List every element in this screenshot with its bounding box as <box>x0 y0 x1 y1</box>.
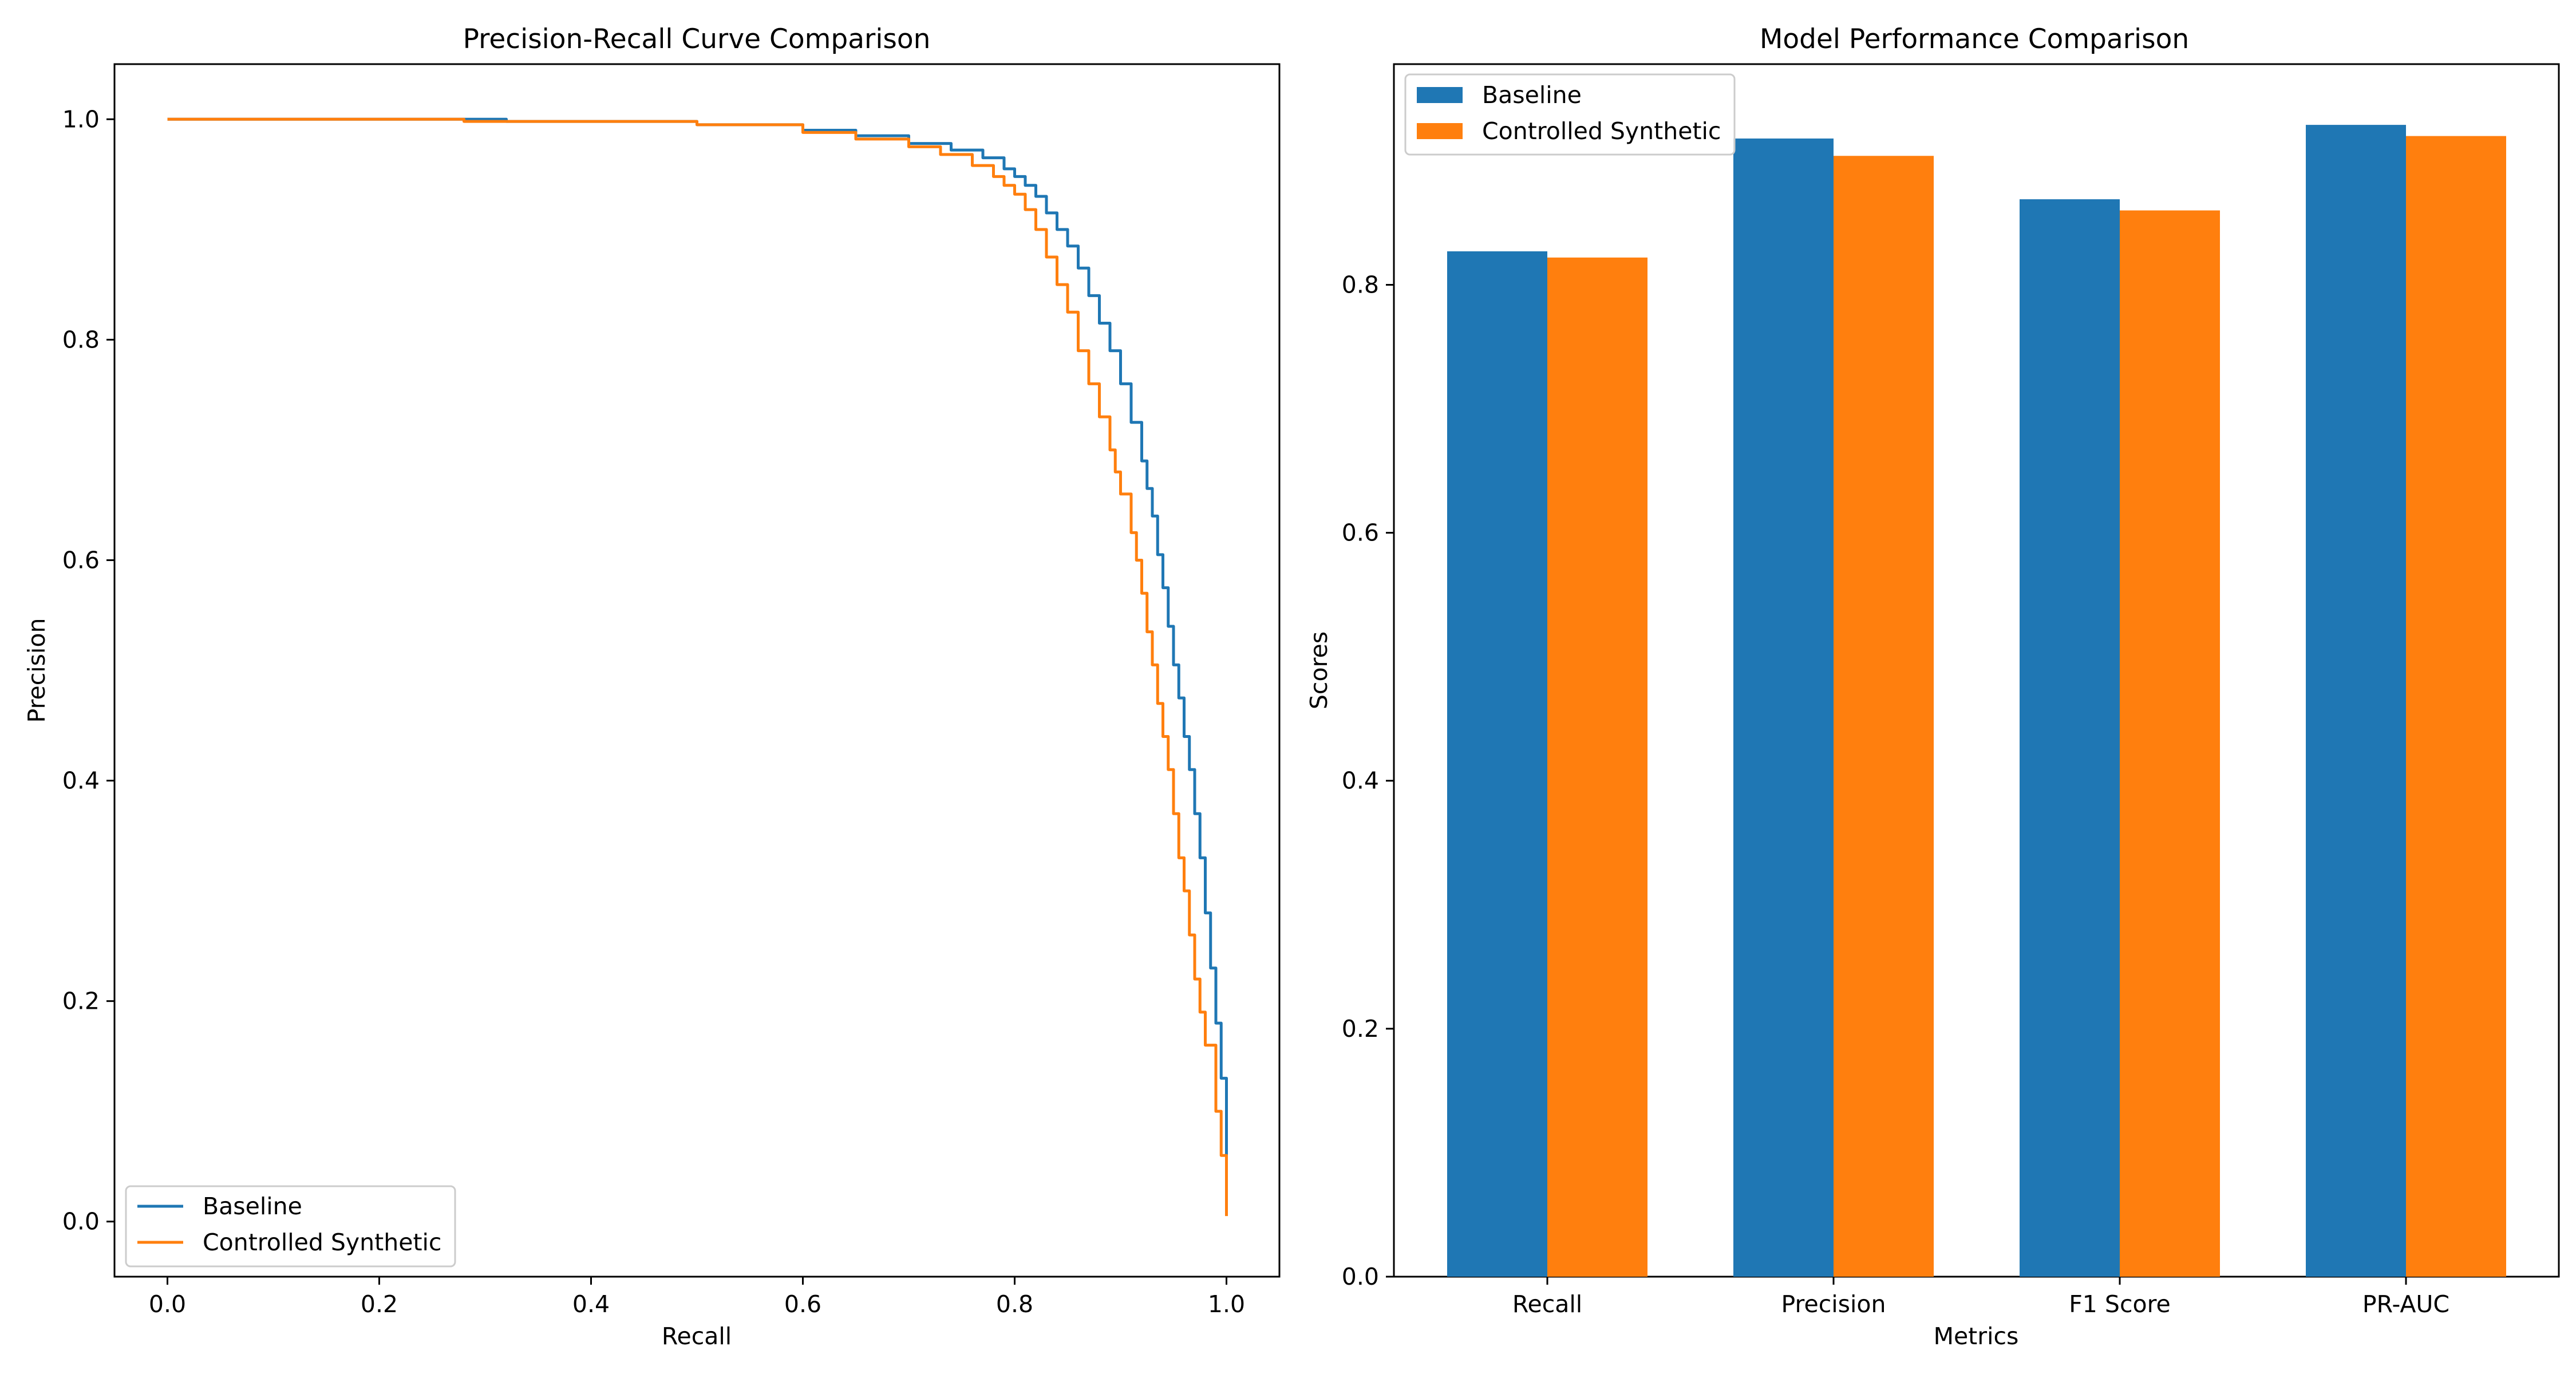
pr-curve-panel: Precision-Recall Curve Comparison 0.0 0.2… <box>23 23 1281 1350</box>
bar-x-tick-label: Precision <box>1781 1290 1886 1318</box>
bar-precision-controlled-synthetic <box>1834 156 1934 1277</box>
pr-y-tick-label: 0.2 <box>62 988 100 1015</box>
bar-legend-box <box>1404 73 1736 156</box>
pr-x-tick-label: 0.4 <box>572 1290 610 1318</box>
bar-legend-swatch-controlled-synthetic <box>1417 123 1463 139</box>
bar-x-tick-label: PR-AUC <box>2362 1290 2449 1318</box>
bar-x-tick-label: F1 Score <box>2069 1290 2171 1318</box>
bar-y-tick-label: 0.2 <box>1342 1015 1379 1043</box>
bar-f1-score-controlled-synthetic <box>2120 210 2220 1277</box>
bar-y-tick-label: 0.8 <box>1342 271 1379 298</box>
performance-bar-panel: Model Performance Comparison Recall Preci… <box>1305 23 2560 1350</box>
bar-pr-auc-baseline <box>2306 125 2406 1277</box>
bar-x-axis-label: Metrics <box>1934 1322 2019 1350</box>
bar-y-ticks: 0.0 0.2 0.4 0.6 0.8 <box>1342 271 1394 1290</box>
pr-x-ticks: 0.0 0.2 0.4 0.6 0.8 1.0 <box>149 1277 1245 1318</box>
bar-chart-title: Model Performance Comparison <box>1760 23 2189 55</box>
pr-y-axis-label: Precision <box>23 618 50 723</box>
bar-x-ticks: Recall Precision F1 Score PR-AUC <box>1512 1277 2449 1318</box>
pr-y-tick-label: 0.4 <box>62 767 100 795</box>
bar-y-tick-label: 0.4 <box>1342 767 1379 795</box>
pr-y-tick-label: 0.6 <box>62 546 100 574</box>
pr-x-tick-label: 0.8 <box>996 1290 1033 1318</box>
bar-pr-auc-controlled-synthetic <box>2406 136 2506 1277</box>
bar-legend-swatch-baseline <box>1417 87 1463 103</box>
bar-legend: Baseline Controlled Synthetic <box>1404 73 1736 156</box>
bar-legend-label-controlled-synthetic: Controlled Synthetic <box>1482 117 1721 145</box>
bar-y-tick-label: 0.0 <box>1342 1263 1379 1290</box>
pr-line-baseline <box>167 117 1228 1211</box>
bar-legend-label-baseline: Baseline <box>1482 81 1582 109</box>
pr-legend-label-baseline: Baseline <box>203 1193 302 1220</box>
pr-plot-area <box>113 63 1281 1278</box>
bar-y-axis-label: Scores <box>1305 631 1333 709</box>
bar-precision-baseline <box>1733 138 1834 1277</box>
pr-legend-label-controlled-synthetic: Controlled Synthetic <box>203 1229 441 1256</box>
pr-chart-title: Precision-Recall Curve Comparison <box>463 23 931 55</box>
pr-y-tick-label: 1.0 <box>62 105 100 133</box>
bar-f1-score-baseline <box>2020 199 2120 1277</box>
bar-x-tick-label: Recall <box>1512 1290 1582 1318</box>
bar-y-tick-label: 0.6 <box>1342 519 1379 547</box>
bar-recall-baseline <box>1447 251 1547 1277</box>
bar-marks <box>1447 125 2506 1277</box>
pr-x-tick-label: 1.0 <box>1208 1290 1245 1318</box>
pr-legend: Baseline Controlled Synthetic <box>125 1185 456 1268</box>
pr-x-tick-label: 0.2 <box>361 1290 398 1318</box>
pr-line-controlled-synthetic <box>167 117 1228 1217</box>
bar-recall-controlled-synthetic <box>1547 257 1647 1277</box>
pr-x-axis-label: Recall <box>662 1322 732 1350</box>
pr-y-ticks: 0.0 0.2 0.4 0.6 0.8 1.0 <box>62 105 114 1235</box>
pr-legend-box <box>125 1185 456 1268</box>
pr-y-tick-label: 0.8 <box>62 326 100 353</box>
pr-series-lines <box>167 117 1228 1217</box>
pr-y-tick-label: 0.0 <box>62 1208 100 1235</box>
pr-x-tick-label: 0.6 <box>784 1290 821 1318</box>
pr-x-tick-label: 0.0 <box>149 1290 186 1318</box>
